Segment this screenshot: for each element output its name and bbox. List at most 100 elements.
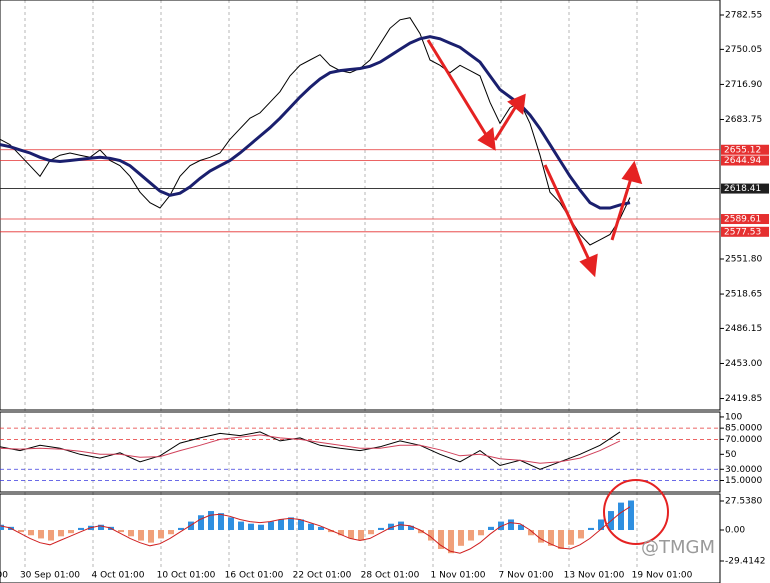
y-tick-label: 2518.65	[725, 290, 762, 300]
level-label-box	[721, 144, 769, 155]
histogram-bar	[38, 530, 44, 539]
histogram-bar	[618, 502, 624, 531]
y-tick-label: 2683.75	[725, 115, 762, 125]
y-tick-label: 70.0000	[725, 435, 762, 445]
histogram-bar	[118, 530, 124, 533]
x-tick-label: 22 Oct 01:00	[293, 571, 352, 581]
histogram-bar	[158, 530, 164, 539]
histogram-bar	[298, 519, 304, 531]
series-line	[0, 17, 631, 246]
y-tick-label: 2782.55	[725, 11, 762, 21]
histogram-bar	[348, 530, 354, 539]
histogram-bar	[538, 530, 544, 543]
y-tick-label: 30.0000	[725, 465, 762, 475]
histogram-bar	[528, 530, 534, 536]
histogram-bar	[598, 519, 604, 531]
level-label: 2577.53	[724, 227, 761, 237]
y-tick-label: 2419.85	[725, 394, 762, 404]
histogram-bar	[278, 519, 284, 531]
histogram-bar	[438, 530, 444, 549]
y-tick-label: 0.00	[725, 526, 745, 536]
histogram-bar	[198, 515, 204, 531]
y-tick-label: 50	[725, 450, 737, 460]
histogram-bar	[548, 530, 554, 546]
histogram-bar	[558, 530, 564, 549]
panel-border	[0, 493, 721, 583]
histogram-bar	[338, 530, 344, 536]
histogram-bar	[68, 530, 74, 534]
histogram-bar	[508, 519, 514, 531]
histogram-bar	[398, 521, 404, 531]
histogram-bar	[428, 530, 434, 541]
y-tick-label: 2453.00	[725, 359, 762, 369]
series-line	[0, 35, 631, 210]
histogram-bar	[0, 524, 4, 531]
histogram-bar	[468, 530, 474, 541]
histogram-bar	[478, 530, 484, 536]
histogram-bar	[188, 521, 194, 531]
histogram-bar	[418, 530, 424, 534]
histogram-bar	[178, 527, 184, 531]
level-label-box	[721, 183, 769, 194]
series-line	[0, 434, 621, 464]
level-label-box	[721, 155, 769, 166]
histogram-bar	[518, 524, 524, 531]
histogram-bar	[268, 521, 274, 531]
histogram-bar	[248, 523, 254, 531]
watermark: @TMGM	[641, 537, 715, 558]
panel-border	[0, 0, 721, 411]
y-tick-label: 15.0000	[725, 476, 762, 486]
histogram-bar	[628, 500, 634, 531]
y-tick-label: 2551.80	[725, 255, 762, 265]
histogram-bar	[228, 517, 234, 531]
x-tick-label: 10 Oct 01:00	[157, 571, 216, 581]
histogram-bar	[218, 513, 224, 531]
x-tick-label: 4 Oct 01:00	[92, 571, 145, 581]
histogram-bar	[388, 523, 394, 531]
x-tick-label: 30 Sep 01:00	[20, 571, 80, 581]
histogram-bar	[288, 517, 294, 531]
y-tick-label: 2750.05	[725, 45, 762, 55]
histogram-bar	[258, 524, 264, 531]
series-line	[0, 431, 621, 470]
y-tick-label: 2716.90	[725, 80, 762, 90]
x-tick-label: 28 Oct 01:00	[361, 571, 420, 581]
histogram-bar	[458, 530, 464, 546]
histogram-bar	[568, 530, 574, 545]
histogram-bar	[28, 530, 34, 536]
x-tick-label: 13 Nov 01:00	[564, 571, 625, 581]
y-tick-label: 100	[725, 412, 742, 422]
histogram-bar	[148, 530, 154, 543]
histogram-bar	[238, 521, 244, 531]
histogram-bar	[98, 524, 104, 531]
histogram-bar	[78, 527, 84, 531]
histogram-bar	[408, 525, 414, 531]
x-tick-label: 00	[0, 571, 8, 581]
histogram-bar	[578, 530, 584, 539]
histogram-bar	[318, 526, 324, 531]
histogram-bar	[138, 530, 144, 541]
histogram-bar	[168, 530, 174, 535]
level-label-box	[721, 226, 769, 237]
histogram-bar	[308, 523, 314, 531]
histogram-bar	[368, 530, 374, 535]
annotation-arrows	[426, 39, 643, 278]
histogram-bar	[378, 527, 384, 531]
y-tick-label: -29.4142	[725, 556, 765, 566]
histogram-bar	[448, 530, 454, 554]
y-tick-label: 85.0000	[725, 424, 762, 434]
y-tick-label: 2486.15	[725, 324, 762, 334]
level-label-box	[721, 214, 769, 225]
level-label: 2589.61	[724, 215, 761, 225]
histogram-bar	[48, 530, 54, 541]
histogram-bar	[328, 530, 334, 533]
histogram-bar	[208, 511, 214, 531]
histogram-bar	[498, 521, 504, 531]
histogram-bar	[358, 530, 364, 541]
x-tick-label: 19 Nov 01:00	[632, 571, 693, 581]
x-tick-label: 7 Nov 01:00	[499, 571, 554, 581]
highlight-circle	[603, 479, 669, 545]
y-tick-label: 27.5380	[725, 496, 762, 506]
